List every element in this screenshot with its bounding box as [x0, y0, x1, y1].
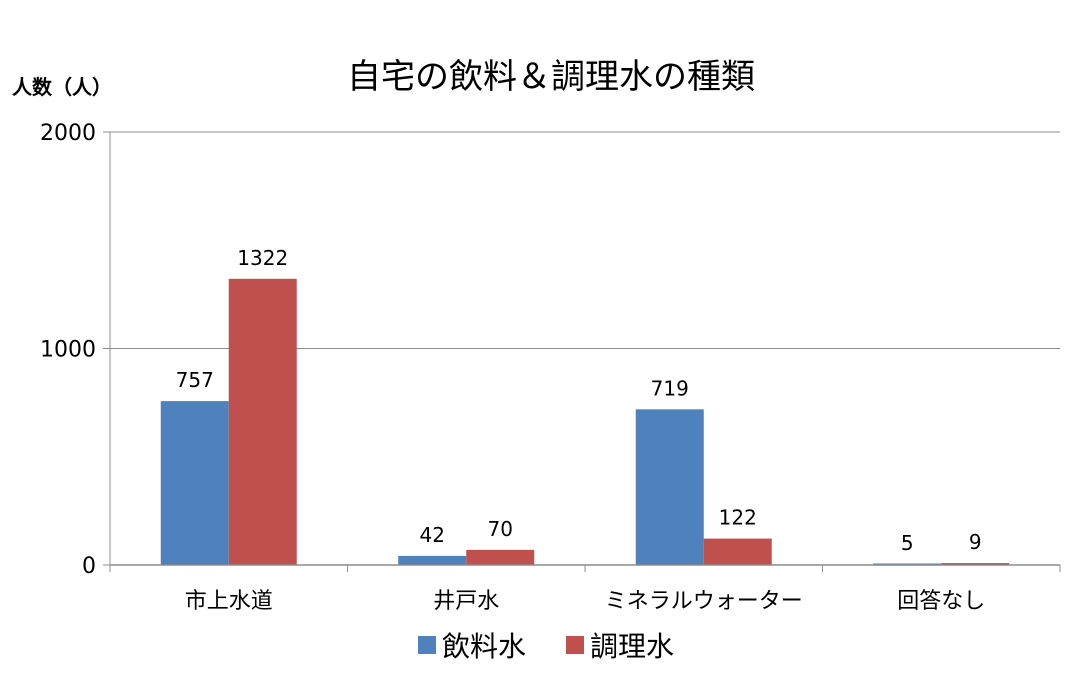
bar [398, 555, 467, 565]
x-tick-labels: 市上水道 井戸水 ミネラルウォーター 回答なし [185, 589, 986, 614]
bar [160, 401, 229, 565]
axes [109, 132, 1061, 572]
y-tick-labels: 0 1000 2000 [40, 121, 96, 579]
x-tick-label: 市上水道 [185, 589, 273, 614]
legend: 飲料水 調理水 [418, 630, 674, 663]
bar [941, 563, 1010, 565]
x-tick-label: 井戸水 [433, 589, 499, 614]
data-label: 5 [901, 531, 914, 555]
bars [160, 278, 1010, 565]
legend-swatch [418, 636, 436, 654]
bar [635, 409, 704, 565]
y-tick-label: 0 [82, 554, 96, 579]
data-label: 42 [420, 523, 445, 547]
x-tick-label: 回答なし [897, 589, 985, 614]
bar [466, 549, 535, 565]
data-label: 757 [176, 368, 214, 392]
legend-label: 飲料水 [442, 630, 526, 663]
x-tick-label: ミネラルウォーター [605, 589, 803, 614]
data-label: 1322 [237, 246, 288, 270]
bar [228, 278, 297, 565]
data-label: 70 [488, 517, 513, 541]
y-tick-label: 1000 [40, 338, 96, 363]
data-label: 122 [719, 506, 757, 530]
data-labels: 757 1322 42 70 719 122 5 9 [176, 246, 982, 555]
chart-title: 自宅の飲料＆調理水の種類 [347, 57, 755, 97]
bar [703, 538, 772, 565]
legend-label: 調理水 [590, 630, 674, 663]
y-axis-label: 人数（人） [12, 75, 112, 99]
legend-swatch [566, 636, 584, 654]
data-label: 719 [651, 376, 689, 400]
data-label: 9 [969, 530, 982, 554]
y-tick-label: 2000 [40, 121, 96, 146]
